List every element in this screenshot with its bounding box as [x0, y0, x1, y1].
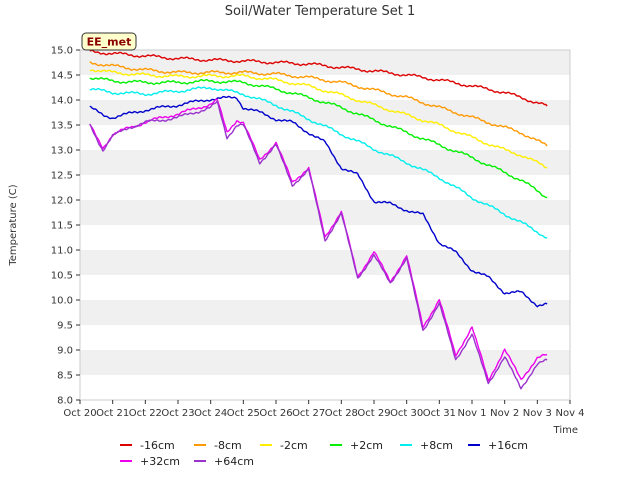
x-tick-label: Oct 28 [325, 408, 358, 419]
plot-band [80, 300, 570, 325]
y-axis-ticks: 8.0 8.5 9.0 9.5 10.0 10.5 11.0 11.5 12.0 12.5 13.0… [51, 46, 80, 407]
y-axis-label: Temperature (C) [8, 184, 19, 266]
x-tick-label: Nov 2 [490, 408, 519, 419]
x-tick-label: Oct 21 [96, 408, 129, 419]
y-tick-label: 8.0 [57, 396, 73, 407]
x-tick-label: Nov 4 [555, 408, 584, 419]
legend: -16cm -8cm -2cm +2cm +8cm +16cm +32cm +64cm [120, 439, 528, 468]
legend-label: +8cm [420, 439, 453, 452]
badge-box [81, 32, 137, 51]
legend-label: -16cm [140, 439, 175, 452]
y-tick-label: 12.5 [51, 171, 73, 182]
x-tick-label: Oct 22 [129, 408, 162, 419]
legend-label: -8cm [214, 439, 242, 452]
x-tick-label: Oct 30 [390, 408, 423, 419]
plot-band [80, 350, 570, 375]
x-tick-label: Oct 24 [194, 408, 227, 419]
legend-label: +16cm [488, 439, 528, 452]
chart-title: Soil/Water Temperature Set 1 [225, 4, 416, 19]
x-tick-label: Oct 23 [161, 408, 194, 419]
series-line-16cm [89, 49, 548, 107]
series-line-16cm [89, 95, 548, 308]
y-tick-label: 9.0 [57, 346, 73, 357]
legend-label: +32cm [140, 455, 180, 468]
plot-band [80, 325, 570, 350]
x-tick-label: Nov 1 [457, 408, 486, 419]
y-tick-label: 15.0 [51, 46, 73, 57]
y-tick-label: 13.0 [51, 146, 73, 157]
series-line-64cm [89, 100, 548, 390]
badge: EE_met [81, 32, 137, 51]
x-tick-label: Oct 26 [259, 408, 292, 419]
plot-background-bands [80, 50, 570, 400]
y-tick-label: 9.5 [57, 321, 73, 332]
series-line-8cm [89, 61, 548, 147]
y-tick-label: 14.0 [51, 96, 73, 107]
x-axis-ticks: Oct 20 Oct 21 Oct 22 Oct 23 Oct 24 Oct 25 Oct … [63, 400, 585, 419]
legend-label: -2cm [280, 439, 308, 452]
series-line-8cm [89, 86, 548, 239]
y-tick-label: 11.0 [51, 246, 73, 257]
y-tick-label: 8.5 [57, 371, 73, 382]
plot-band [80, 275, 570, 300]
series-lines [89, 49, 548, 390]
x-tick-label: Oct 20 [63, 408, 96, 419]
series-line-2cm [89, 77, 548, 199]
plot-band [80, 150, 570, 175]
legend-label: +2cm [350, 439, 383, 452]
y-tick-label: 11.5 [51, 221, 73, 232]
x-tick-label: Oct 31 [423, 408, 456, 419]
legend-label: +64cm [214, 455, 254, 468]
x-tick-label: Oct 29 [357, 408, 390, 419]
y-tick-label: 12.0 [51, 196, 73, 207]
plot-band [80, 250, 570, 275]
x-axis-label: Time [553, 425, 578, 436]
plot-band [80, 175, 570, 200]
x-tick-label: Oct 27 [292, 408, 325, 419]
badge-label: EE_met [87, 36, 132, 49]
y-tick-label: 10.0 [51, 296, 73, 307]
plot-band [80, 200, 570, 225]
plot-band [80, 50, 570, 75]
plot-band [80, 75, 570, 100]
y-tick-label: 14.5 [51, 71, 73, 82]
x-tick-label: Nov 3 [523, 408, 552, 419]
x-tick-label: Oct 25 [227, 408, 260, 419]
series-line-2cm [89, 69, 548, 169]
plot-band [80, 375, 570, 400]
y-tick-label: 10.5 [51, 271, 73, 282]
y-tick-label: 13.5 [51, 121, 73, 132]
